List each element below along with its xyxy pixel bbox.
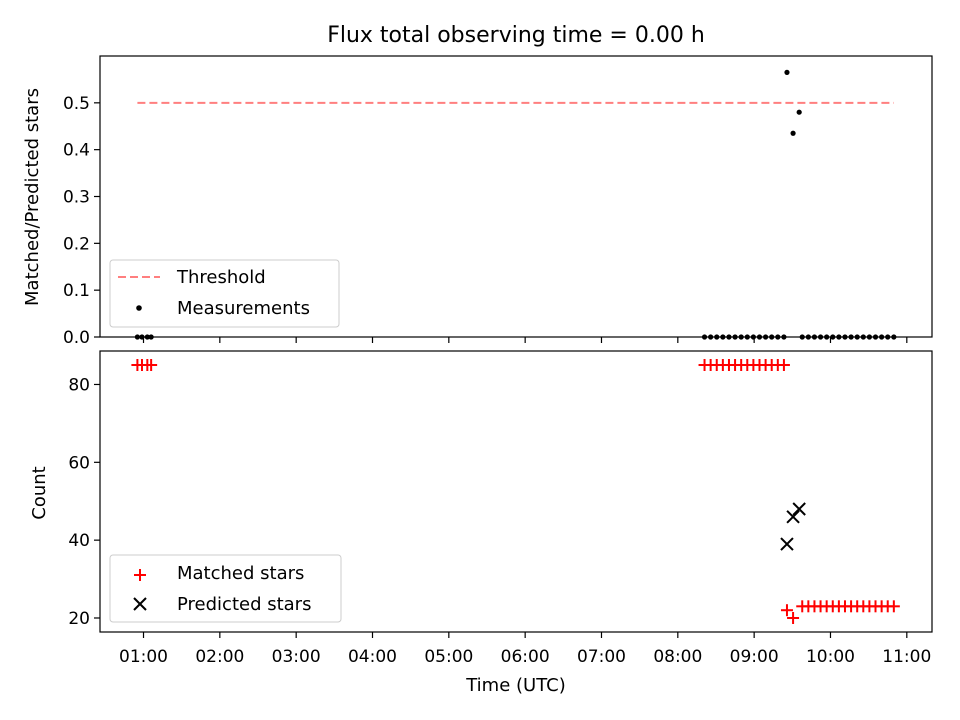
legend-predicted-label: Predicted stars: [177, 594, 311, 615]
bottom-axes-frame: [99, 350, 933, 633]
bottom-x-ticks: 01:00 02:00 03:00 04:00 05:00 06:00 07:00 08:00…: [119, 632, 931, 667]
top-y-tick-label: 0.2: [63, 234, 90, 254]
top-y-ticks: 0.0 0.1 0.2 0.3 0.4 0.5: [63, 94, 100, 348]
x-tick-label: 09:00: [730, 647, 779, 667]
x-tick-label: 03:00: [272, 647, 321, 667]
x-tick-label: 05:00: [424, 647, 473, 667]
matched-star-point: [787, 611, 800, 624]
bottom-legend: Matched stars Predicted stars: [109, 554, 342, 623]
top-x-ticks: [142, 337, 908, 343]
x-tick-label: 02:00: [195, 647, 244, 667]
bottom-y-axis-label: Count: [29, 466, 50, 519]
legend-measurements-swatch: [136, 305, 142, 311]
matched-star-point: [887, 600, 900, 613]
matched-star-point: [780, 604, 793, 617]
predicted-star-point: [780, 537, 794, 551]
x-axis-label: Time (UTC): [465, 675, 566, 696]
bottom-y-ticks: 20 40 60 80: [68, 375, 100, 629]
top-y-axis-label: Matched/Predicted stars: [22, 88, 43, 306]
legend-matched-label: Matched stars: [177, 563, 304, 584]
bottom-legend-box: [109, 554, 342, 623]
bottom-marks: [131, 359, 900, 624]
matched-star-point: [777, 359, 790, 372]
top-axes-frame: [99, 55, 933, 338]
legend-predicted-swatch: [133, 597, 147, 611]
bottom-y-tick-label: 40: [68, 531, 90, 551]
x-tick-label: 04:00: [348, 647, 397, 667]
x-tick-label: 01:00: [119, 647, 168, 667]
legend-matched-swatch: [134, 569, 146, 581]
predicted-star-point: [786, 510, 800, 524]
legend-threshold-label: Threshold: [176, 267, 266, 288]
top-legend-box: [109, 259, 340, 328]
measurement-point: [784, 69, 790, 75]
bottom-y-tick-label: 60: [68, 453, 90, 473]
x-tick-label: 11:00: [882, 647, 931, 667]
top-y-tick-label: 0.4: [63, 141, 90, 161]
x-tick-label: 08:00: [653, 647, 702, 667]
x-tick-label: 06:00: [501, 647, 550, 667]
predicted-star-point: [792, 502, 806, 516]
x-tick-label: 07:00: [577, 647, 626, 667]
x-tick-label: 10:00: [806, 647, 855, 667]
top-y-tick-label: 0.5: [63, 94, 90, 114]
matched-star-point: [145, 359, 158, 372]
legend-measurements-label: Measurements: [177, 298, 310, 319]
top-panel: 0.0 0.1 0.2 0.3 0.4 0.5 Matched/Predicted sta…: [22, 55, 933, 348]
bottom-y-tick-label: 80: [68, 375, 90, 395]
bottom-y-tick-label: 20: [68, 609, 90, 629]
top-legend: Threshold Measurements: [109, 259, 340, 328]
chart-title: Flux total observing time = 0.00 h: [327, 23, 705, 48]
top-y-tick-label: 0.0: [63, 328, 90, 348]
measurement-point: [790, 130, 796, 136]
top-y-tick-label: 0.3: [63, 188, 90, 208]
measurement-point: [796, 109, 802, 115]
top-y-tick-label: 0.1: [63, 281, 90, 301]
